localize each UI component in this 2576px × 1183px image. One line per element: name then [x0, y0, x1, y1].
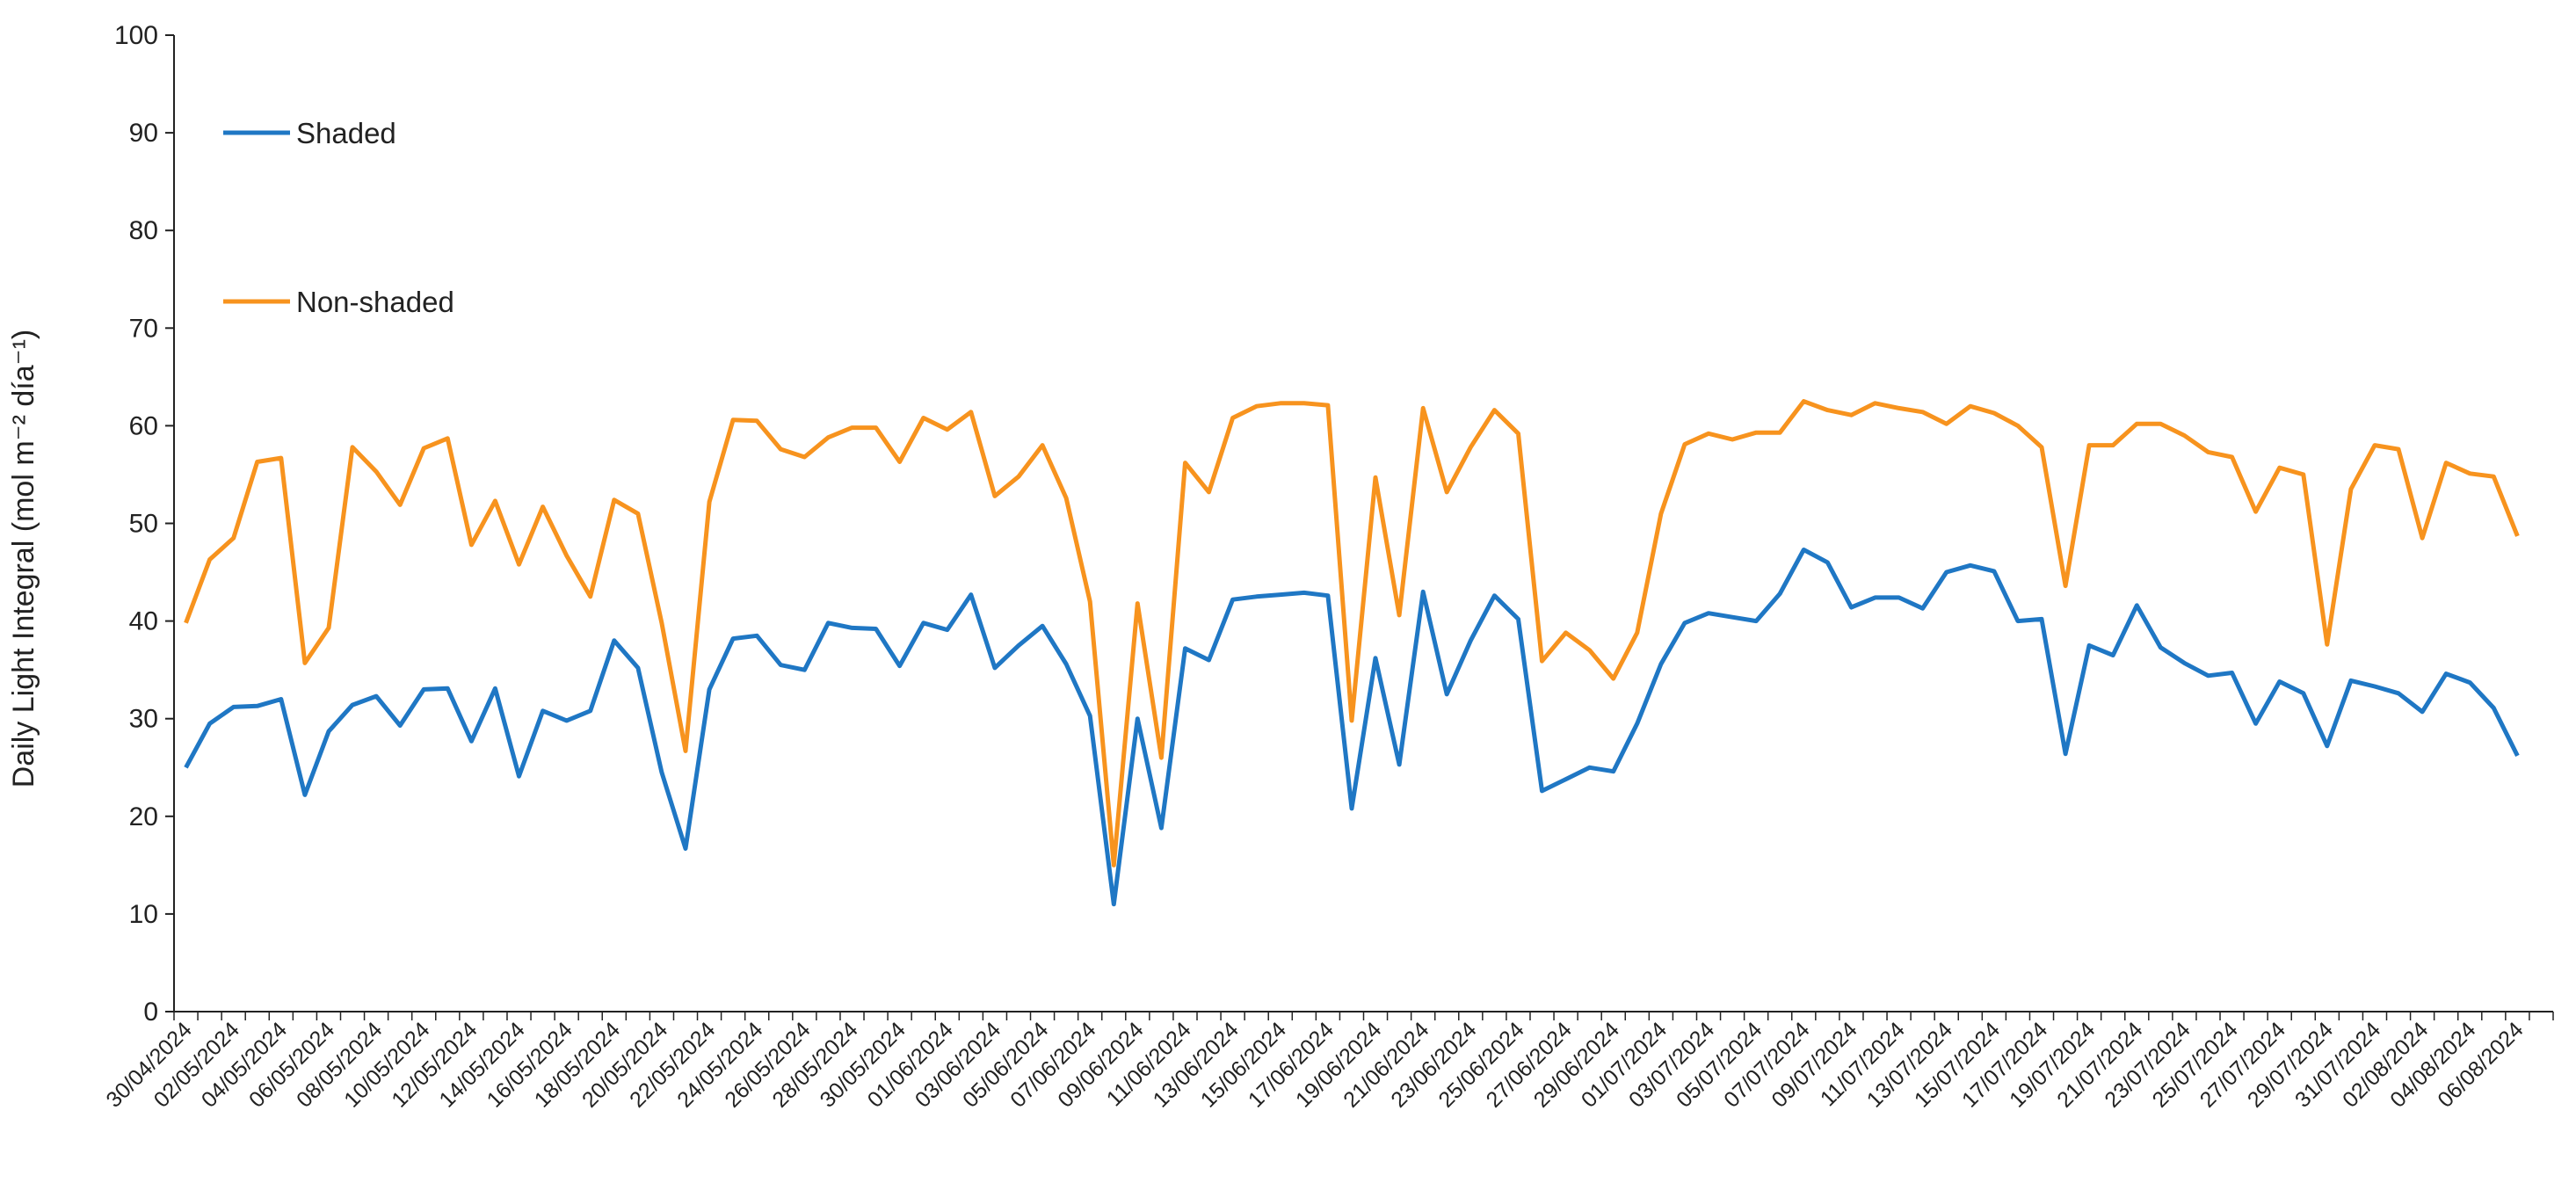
legend-label: Non-shaded: [296, 286, 454, 318]
y-tick-label: 40: [129, 607, 158, 636]
y-tick-label: 10: [129, 900, 158, 929]
series-line-non-shaded: [184, 399, 2520, 867]
y-tick-label: 0: [143, 998, 158, 1027]
y-tick-label: 30: [129, 705, 158, 734]
y-tick-label: 60: [129, 411, 158, 440]
y-tick-label: 50: [129, 510, 158, 539]
legend-label: Shaded: [296, 117, 396, 149]
y-axis-ticks: 0 10 20 30 40 50 60 70 80 90 100: [114, 21, 174, 1027]
y-tick-label: 100: [114, 21, 158, 50]
series-lines: [184, 399, 2520, 907]
y-tick-label: 80: [129, 216, 158, 245]
y-tick-label: 70: [129, 314, 158, 343]
axes: [173, 35, 2553, 1012]
y-tick-label: 20: [129, 802, 158, 831]
x-axis-ticks: 30/04/202402/05/202404/05/202406/05/2024…: [102, 1012, 2554, 1113]
y-tick-label: 90: [129, 119, 158, 148]
series-line-shaded: [184, 548, 2520, 907]
legend: Shaded Non-shaded: [223, 117, 454, 318]
y-axis-title: Daily Light Integral (mol m⁻² día⁻¹): [7, 330, 40, 788]
